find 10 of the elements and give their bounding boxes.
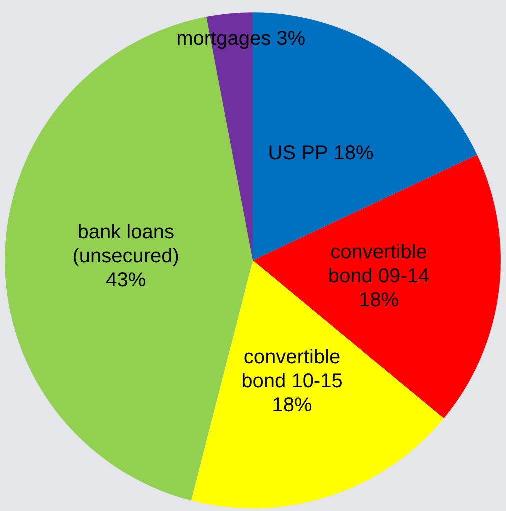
data-label: 18%	[358, 290, 400, 312]
slice-label: US PP	[268, 142, 328, 164]
slice-label: bank loans (unsecured)	[72, 222, 180, 268]
data-label: 18%	[334, 142, 374, 164]
slice-label: mortgages	[176, 28, 272, 50]
data-label: 3%	[276, 28, 306, 50]
data-label: 43%	[106, 270, 146, 292]
slice-label: convertible bond 10-15	[242, 346, 343, 392]
data-label: 18%	[272, 394, 312, 416]
slice-label: convertible bond 09-14	[328, 242, 430, 288]
